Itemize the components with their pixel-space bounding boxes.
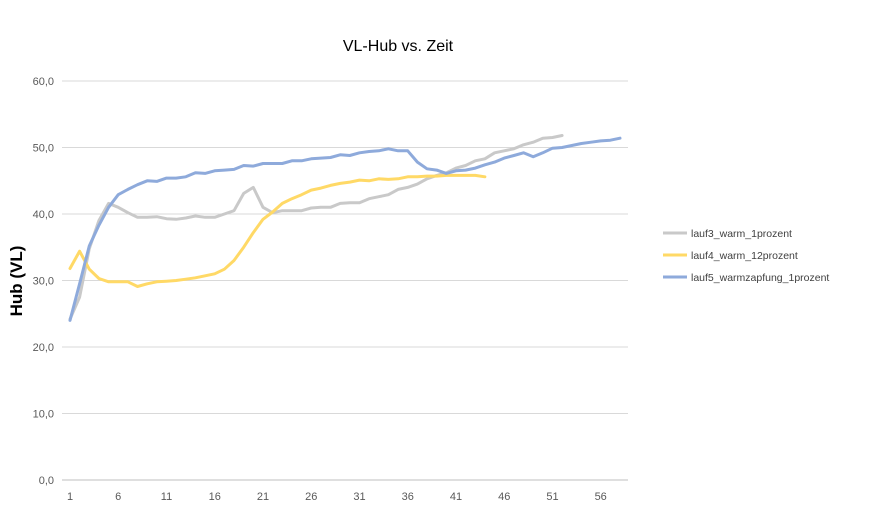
x-tick-label: 6: [115, 491, 121, 503]
y-tick-label: 20,0: [33, 342, 54, 354]
x-tick-label: 31: [353, 491, 365, 503]
x-tick-label: 1: [67, 491, 73, 503]
legend-label: lauf3_warm_1prozent: [691, 228, 792, 240]
x-tick-label: 21: [257, 491, 269, 503]
x-tick-label: 11: [161, 491, 172, 503]
x-tick-label: 41: [450, 491, 462, 503]
y-tick-label: 0,0: [39, 475, 54, 487]
series-lines: [68, 134, 622, 322]
y-tick-label: 50,0: [33, 143, 54, 155]
series-line-1: [68, 134, 564, 321]
y-axis-ticks: 0,0 10,0 20,0 30,0 40,0 50,0 60,0: [33, 76, 54, 487]
x-tick-label: 46: [498, 491, 510, 503]
x-tick-label: 26: [305, 491, 317, 503]
y-tick-label: 60,0: [33, 76, 54, 88]
legend: lauf3_warm_1prozent lauf4_warm_12prozentl…: [663, 228, 829, 284]
y-tick-label: 30,0: [33, 276, 54, 288]
y-tick-label: 10,0: [33, 409, 54, 421]
y-axis-label: Hub (VL): [7, 246, 26, 317]
series-line-2: [68, 173, 487, 288]
series-line-3: [68, 136, 622, 322]
x-axis-ticks: 1 6 11 16 21 26 31 36 41 46 51 56: [67, 491, 607, 503]
y-tick-label: 40,0: [33, 209, 54, 221]
legend-label: lauf4_warm_12prozent: [691, 250, 798, 262]
legend-item: lauf5_warmzapfung_1prozent: [663, 272, 829, 284]
x-tick-label: 36: [402, 491, 414, 503]
x-tick-label: 51: [546, 491, 558, 503]
x-tick-label: 16: [209, 491, 221, 503]
gridlines: [62, 80, 628, 481]
legend-item: lauf4_warm_12prozent: [663, 250, 798, 262]
legend-item: lauf3_warm_1prozent: [663, 228, 792, 240]
chart-title: VL-Hub vs. Zeit: [343, 38, 454, 55]
x-tick-label: 56: [595, 491, 607, 503]
legend-label: lauf5_warmzapfung_1prozent: [691, 272, 829, 284]
